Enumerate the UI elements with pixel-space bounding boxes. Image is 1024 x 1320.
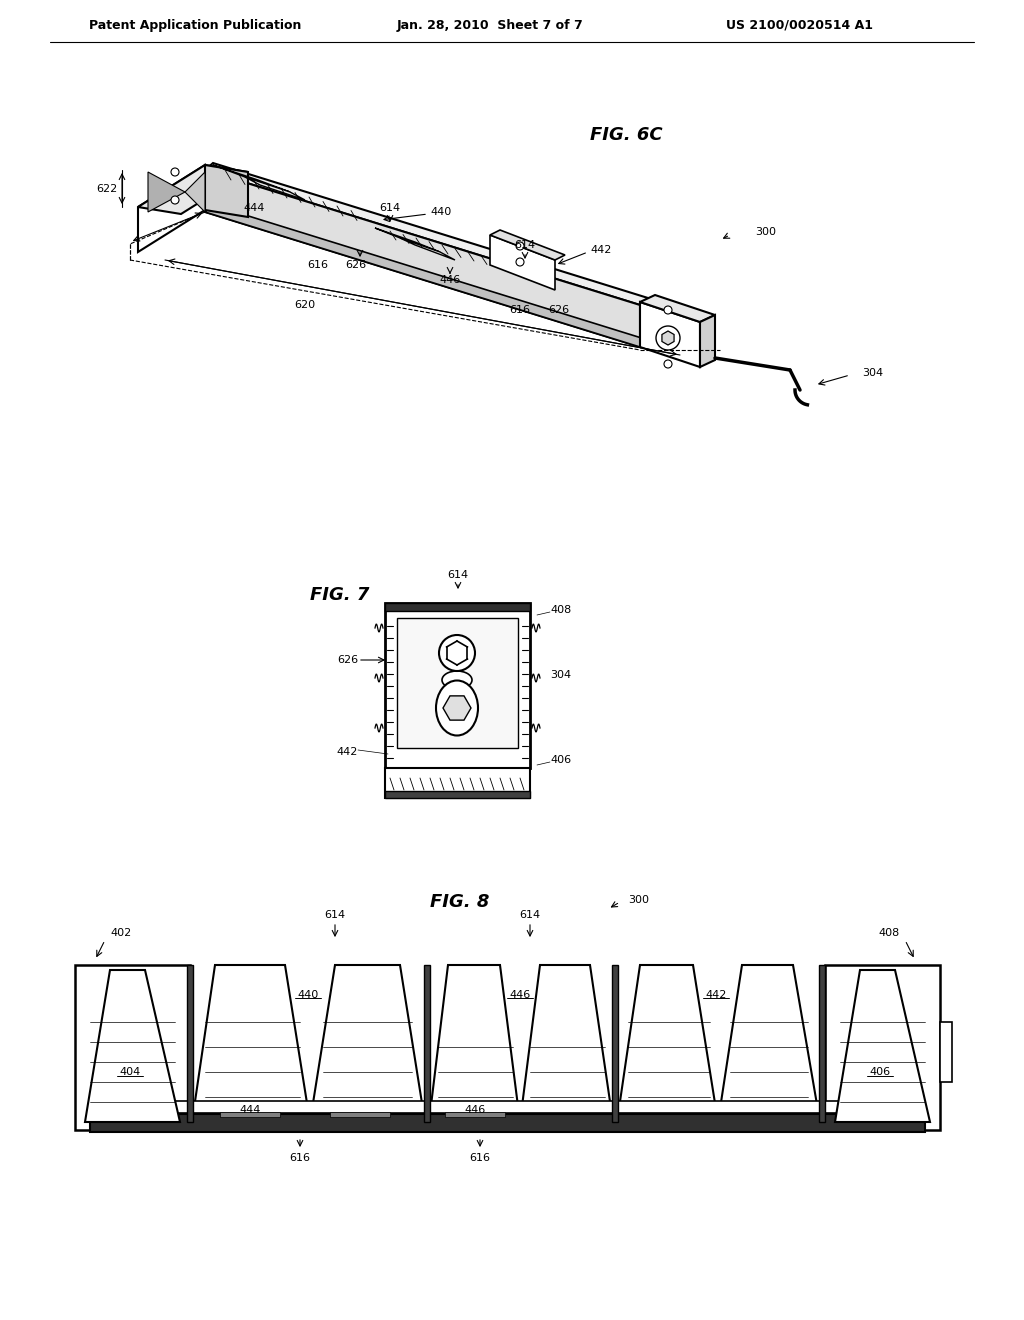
Text: Jan. 28, 2010  Sheet 7 of 7: Jan. 28, 2010 Sheet 7 of 7 — [396, 18, 584, 32]
Bar — [445, 1111, 505, 1117]
Text: 614: 614 — [325, 909, 345, 920]
Text: 616: 616 — [469, 1152, 490, 1163]
Text: FIG. 7: FIG. 7 — [310, 586, 370, 605]
Polygon shape — [245, 177, 305, 201]
Bar — [385, 768, 530, 799]
Bar — [397, 618, 518, 748]
Text: 616: 616 — [509, 305, 530, 315]
Text: 442: 442 — [590, 246, 611, 255]
Polygon shape — [205, 205, 648, 347]
Text: 446: 446 — [439, 275, 461, 285]
Polygon shape — [700, 315, 715, 367]
Circle shape — [656, 326, 680, 350]
Bar — [385, 603, 530, 768]
Bar — [385, 791, 530, 799]
Text: 614: 614 — [447, 570, 469, 579]
Text: 626: 626 — [345, 260, 367, 271]
Text: 614: 614 — [519, 909, 541, 920]
Text: 440: 440 — [430, 207, 452, 216]
Polygon shape — [148, 172, 185, 213]
Text: 622: 622 — [96, 183, 118, 194]
Bar — [330, 1111, 390, 1117]
Text: Patent Application Publication: Patent Application Publication — [89, 18, 301, 32]
Text: 402: 402 — [110, 928, 131, 939]
Polygon shape — [429, 965, 520, 1122]
Text: 304: 304 — [550, 671, 571, 680]
Polygon shape — [205, 162, 648, 305]
Text: 304: 304 — [862, 368, 883, 378]
Polygon shape — [662, 331, 674, 345]
Polygon shape — [193, 965, 310, 1122]
Text: 440: 440 — [297, 990, 318, 1001]
Text: 446: 446 — [509, 990, 530, 1001]
Text: 446: 446 — [464, 1105, 485, 1115]
Circle shape — [664, 306, 672, 314]
Text: 408: 408 — [550, 605, 571, 615]
Polygon shape — [205, 170, 640, 347]
Bar — [385, 603, 530, 611]
Polygon shape — [138, 165, 205, 252]
Circle shape — [664, 360, 672, 368]
Ellipse shape — [442, 671, 472, 689]
Text: 300: 300 — [755, 227, 776, 238]
Circle shape — [439, 635, 475, 671]
Polygon shape — [213, 165, 290, 191]
Bar — [90, 1114, 925, 1133]
Text: 626: 626 — [548, 305, 569, 315]
Text: 626: 626 — [337, 655, 358, 665]
Polygon shape — [640, 302, 700, 367]
Polygon shape — [490, 235, 555, 290]
Text: 442: 442 — [706, 990, 727, 1001]
Polygon shape — [520, 965, 613, 1122]
Polygon shape — [617, 965, 718, 1122]
Bar — [612, 965, 618, 1122]
Text: 408: 408 — [879, 928, 900, 939]
Text: 444: 444 — [240, 1105, 261, 1115]
Bar — [220, 1111, 280, 1117]
Circle shape — [171, 195, 179, 205]
Polygon shape — [400, 238, 455, 260]
Polygon shape — [490, 230, 565, 260]
Polygon shape — [718, 965, 820, 1122]
Polygon shape — [205, 165, 248, 216]
Polygon shape — [185, 172, 205, 213]
Bar — [819, 965, 825, 1122]
Text: 616: 616 — [307, 260, 328, 271]
Circle shape — [171, 168, 179, 176]
Bar — [825, 965, 940, 1130]
Circle shape — [516, 257, 524, 267]
Text: 620: 620 — [295, 300, 315, 310]
Polygon shape — [138, 165, 248, 214]
Text: FIG. 8: FIG. 8 — [430, 894, 489, 911]
Text: 406: 406 — [550, 755, 571, 766]
Polygon shape — [835, 970, 930, 1122]
Text: 300: 300 — [628, 895, 649, 906]
Circle shape — [516, 242, 524, 249]
Bar — [940, 1022, 952, 1082]
Polygon shape — [85, 970, 180, 1122]
Text: 616: 616 — [290, 1152, 310, 1163]
Bar — [424, 965, 430, 1122]
Polygon shape — [640, 294, 715, 322]
Polygon shape — [443, 696, 471, 721]
Ellipse shape — [436, 681, 478, 735]
Text: 442: 442 — [337, 747, 358, 756]
Text: US 2100/0020514 A1: US 2100/0020514 A1 — [726, 18, 873, 32]
Polygon shape — [310, 965, 425, 1122]
Bar — [75, 965, 190, 1130]
Text: 614: 614 — [514, 240, 536, 249]
Bar — [90, 1101, 925, 1113]
Text: 614: 614 — [380, 203, 400, 213]
Text: 404: 404 — [120, 1067, 140, 1077]
Text: 406: 406 — [869, 1067, 891, 1077]
Text: 444: 444 — [243, 203, 264, 213]
Bar — [187, 965, 193, 1122]
Text: FIG. 6C: FIG. 6C — [590, 125, 663, 144]
Polygon shape — [375, 228, 440, 252]
